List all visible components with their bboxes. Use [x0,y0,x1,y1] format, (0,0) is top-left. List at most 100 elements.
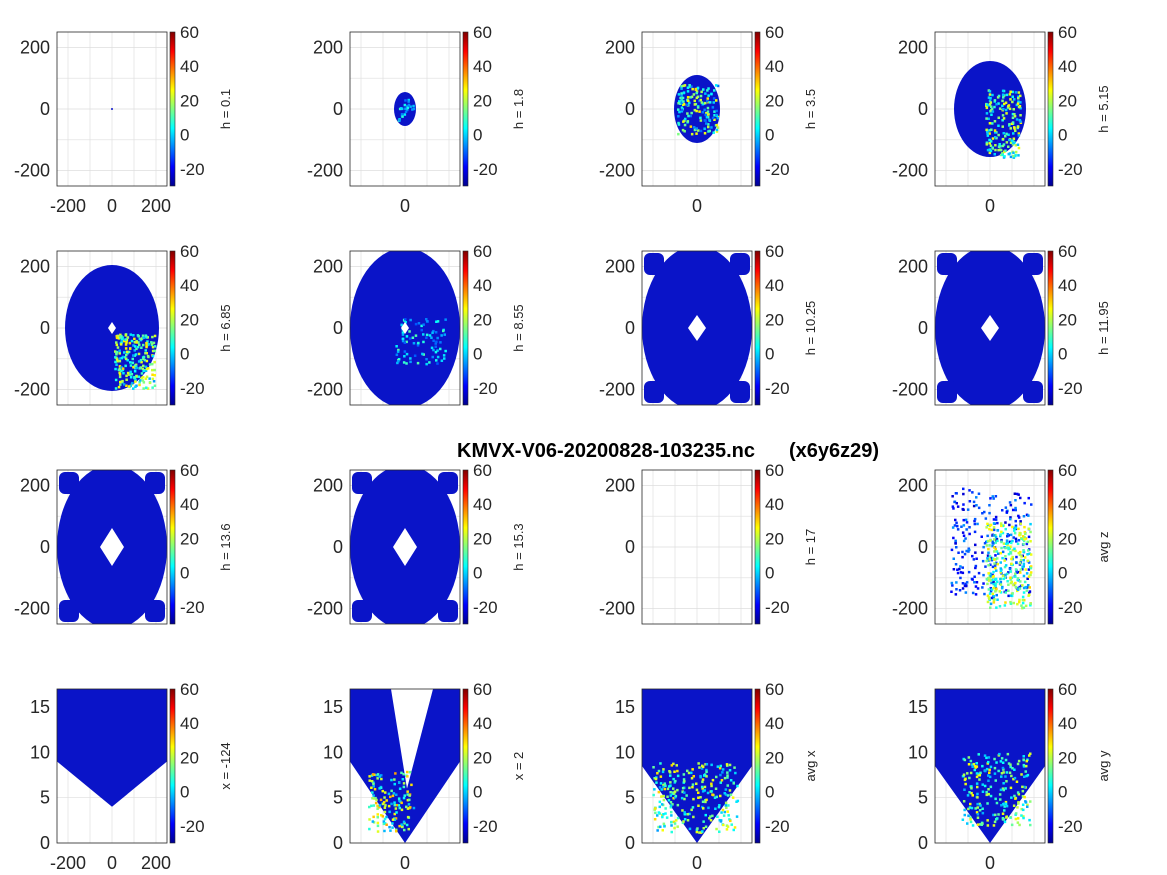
data-cell [1026,540,1029,544]
data-cell [698,110,701,113]
data-cell [138,367,141,370]
data-cell [1010,557,1013,561]
axes-box [934,250,1046,406]
data-cell [1002,542,1006,545]
data-cell [1021,598,1025,602]
colorbar-tick-label: 20 [1058,529,1077,548]
data-cell [116,346,120,349]
panel-label: h = 1.8 [511,89,526,129]
data-cell [658,805,661,809]
data-cell [1005,141,1009,144]
data-cell [955,588,958,591]
colorbar [463,470,468,624]
data-cell [681,790,684,794]
data-cell [120,356,124,360]
data-cell [976,816,980,819]
data-cell [376,777,379,780]
data-cell [403,828,406,832]
data-cell [1002,96,1005,99]
data-cell [395,793,398,796]
data-cell [676,774,680,778]
data-cell [661,770,665,774]
data-cell [686,90,690,93]
data-cell [959,565,962,568]
data-cell [970,791,973,795]
data-cell [1011,555,1014,559]
data-cell [407,803,411,806]
data-cell [400,801,403,805]
data-cell [118,375,122,379]
data-cell [656,772,659,775]
data-cell [434,331,438,334]
data-cell [985,112,989,115]
data-cell [403,355,406,358]
data-cell [677,121,680,125]
data-cell [701,111,705,114]
data-cell [985,559,988,563]
colorbar-tick-label: 60 [765,23,784,42]
echo-region [730,253,750,275]
data-cell [669,781,672,784]
data-cell [652,766,655,769]
colorbar-tick-label: 60 [473,680,492,699]
data-cell [403,113,407,116]
data-cell [1009,155,1013,159]
data-cell [719,794,722,798]
data-cell [707,125,710,129]
data-cell [1021,535,1025,538]
data-cell [994,535,998,539]
data-cell [428,334,432,337]
data-cell [995,550,999,553]
data-cell [1004,800,1008,804]
data-cell [1005,510,1009,513]
data-cell [142,369,145,373]
data-cell [990,596,994,600]
axes-box [56,31,168,187]
data-cell [121,367,125,370]
data-cell [375,798,378,802]
data-cell [706,97,709,100]
data-cell [1001,524,1004,528]
data-cell [1022,591,1026,594]
data-cell [654,777,658,781]
data-cell [379,786,383,789]
data-cell [986,819,989,822]
data-cell [1014,581,1017,585]
data-cell [376,807,379,810]
data-cell [142,343,145,347]
data-cell [130,373,134,376]
data-cell [997,116,1000,119]
data-cell [390,789,393,793]
data-cell [375,773,378,777]
data-cell [431,355,434,359]
data-cell [1007,762,1011,765]
data-cell [134,367,137,370]
data-cell [1014,506,1017,510]
data-cell [728,769,732,772]
data-cell [1006,543,1009,546]
data-cell [700,767,704,770]
data-cell [704,92,707,95]
data-cell [726,794,730,797]
data-cell [1017,539,1021,542]
data-cell [986,130,989,133]
data-cell [975,581,979,584]
data-cell [975,504,978,507]
data-cell [409,105,412,108]
data-cell [1014,154,1017,158]
data-cell [659,775,663,778]
data-cell [1017,793,1021,796]
data-cell [689,114,692,118]
data-cell [401,337,405,341]
data-cell [382,822,386,826]
data-cell [1023,538,1026,541]
data-cell [1002,782,1005,785]
data-cell [978,778,981,781]
data-cell [1019,101,1022,104]
data-cell [692,815,695,819]
data-cell [123,351,126,354]
data-cell [120,341,123,344]
data-cell [1027,575,1031,578]
y-tick-label: 0 [333,318,343,338]
